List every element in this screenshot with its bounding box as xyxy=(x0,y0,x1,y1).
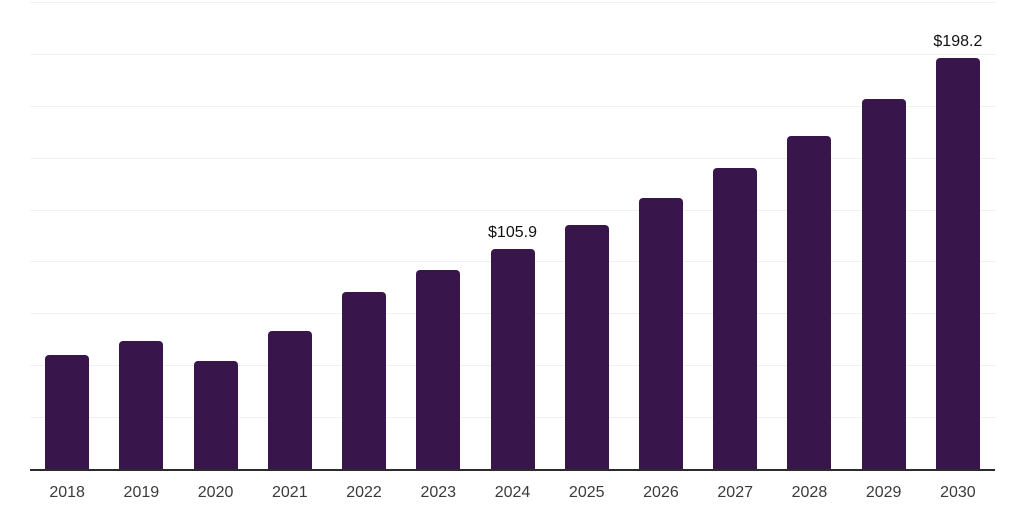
bar-2029 xyxy=(861,98,906,469)
bar-value-label-2024: $105.9 xyxy=(488,224,537,242)
bar-2019 xyxy=(119,341,164,469)
bar-2018 xyxy=(45,354,90,469)
x-tick-2018: 2018 xyxy=(49,484,85,501)
x-tick-2029: 2029 xyxy=(865,484,902,501)
x-tick-2027: 2027 xyxy=(717,484,753,501)
bar-value-label-2030: $198.2 xyxy=(933,32,983,50)
bar-2021 xyxy=(267,331,312,469)
bar-2025 xyxy=(564,225,609,469)
x-axis: 2018 2019 2020 2021 2022 2023 2024 2025 2026 2027… xyxy=(30,482,995,504)
bar-2028 xyxy=(787,135,832,469)
bar-2030 xyxy=(935,57,980,469)
bar-2024 xyxy=(490,249,535,469)
x-tick-2022: 2022 xyxy=(346,484,382,501)
x-tick-2019: 2019 xyxy=(123,484,160,501)
plot-area: $105.9 $198.2 xyxy=(30,2,995,471)
x-tick-2024: 2024 xyxy=(494,484,531,501)
bar-2020 xyxy=(193,361,238,469)
gridline xyxy=(30,2,995,3)
x-tick-2026: 2026 xyxy=(643,484,679,501)
x-tick-2023: 2023 xyxy=(420,484,457,501)
gridline xyxy=(30,105,995,107)
bar-2023 xyxy=(416,270,461,469)
x-tick-2025: 2025 xyxy=(568,484,605,501)
bar-2027 xyxy=(713,168,758,469)
x-tick-2020: 2020 xyxy=(197,484,234,501)
x-tick-2028: 2028 xyxy=(791,484,828,501)
bar-2026 xyxy=(638,198,683,469)
gridline xyxy=(30,157,995,159)
gridline xyxy=(30,209,995,211)
gridline xyxy=(30,53,995,55)
x-tick-2021: 2021 xyxy=(272,484,308,501)
x-tick-2030: 2030 xyxy=(940,484,976,501)
bar-2022 xyxy=(342,292,387,469)
